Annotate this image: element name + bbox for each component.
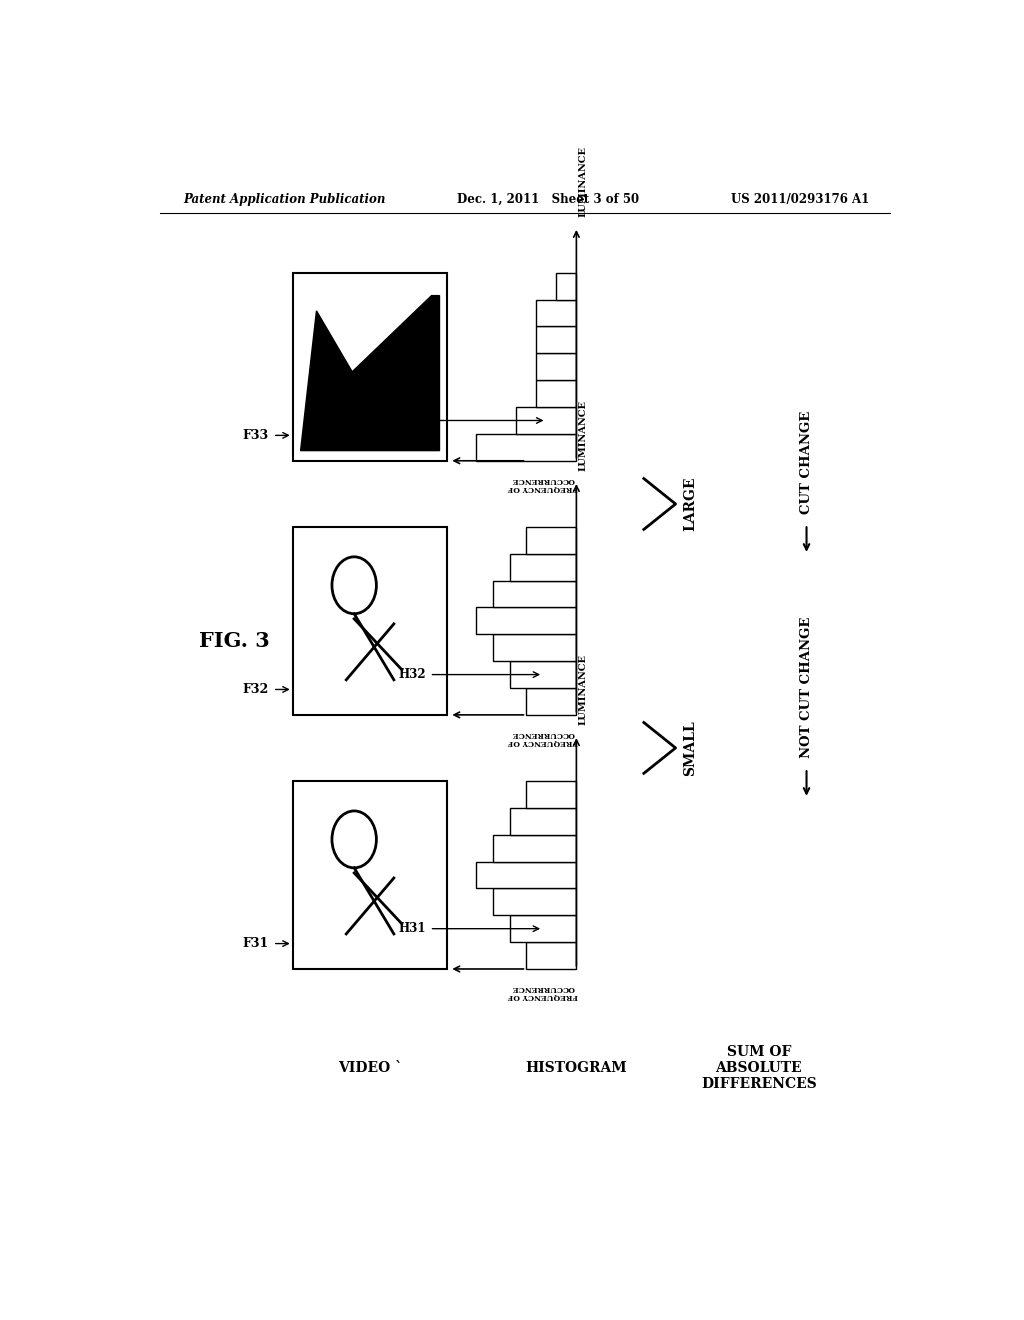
Bar <box>476 862 577 888</box>
Text: F33: F33 <box>243 429 269 442</box>
Bar <box>476 607 577 635</box>
Bar <box>510 553 577 581</box>
Text: LARGE: LARGE <box>684 477 697 531</box>
Text: H33: H33 <box>398 414 426 426</box>
Bar <box>526 781 577 808</box>
Text: FREQUENCY OF
OCCURRENCE: FREQUENCY OF OCCURRENCE <box>508 730 579 747</box>
Bar <box>510 661 577 688</box>
Text: LUMINANCE: LUMINANCE <box>579 145 587 216</box>
Text: H31: H31 <box>398 923 426 935</box>
Text: NOT CUT CHANGE: NOT CUT CHANGE <box>800 616 813 758</box>
Bar <box>556 273 577 300</box>
Polygon shape <box>301 296 439 450</box>
Text: US 2011/0293176 A1: US 2011/0293176 A1 <box>731 193 869 206</box>
Bar <box>537 326 577 354</box>
Bar <box>476 434 577 461</box>
Bar <box>526 942 577 969</box>
Text: Patent Application Publication: Patent Application Publication <box>183 193 386 206</box>
Bar <box>493 581 577 607</box>
Bar <box>537 354 577 380</box>
Text: SUM OF
ABSOLUTE
DIFFERENCES: SUM OF ABSOLUTE DIFFERENCES <box>701 1045 817 1092</box>
Bar <box>510 808 577 834</box>
Text: VIDEO `: VIDEO ` <box>338 1061 402 1074</box>
Bar <box>293 273 447 461</box>
Bar <box>493 635 577 661</box>
Bar <box>526 688 577 715</box>
Text: FIG. 3: FIG. 3 <box>200 631 270 651</box>
Text: Dec. 1, 2011   Sheet 3 of 50: Dec. 1, 2011 Sheet 3 of 50 <box>458 193 639 206</box>
Bar <box>516 407 577 434</box>
Text: H32: H32 <box>398 668 426 681</box>
Bar <box>537 380 577 407</box>
Bar <box>537 300 577 326</box>
Text: SMALL: SMALL <box>684 721 697 776</box>
Text: HISTOGRAM: HISTOGRAM <box>525 1061 627 1074</box>
Text: FREQUENCY OF
OCCURRENCE: FREQUENCY OF OCCURRENCE <box>508 477 579 494</box>
Text: CUT CHANGE: CUT CHANGE <box>800 411 813 515</box>
Bar <box>493 834 577 862</box>
Text: F32: F32 <box>243 682 269 696</box>
Bar <box>510 915 577 942</box>
Text: LUMINANCE: LUMINANCE <box>579 400 587 471</box>
Bar <box>293 781 447 969</box>
Bar <box>493 888 577 915</box>
Bar <box>526 527 577 553</box>
Text: F31: F31 <box>243 937 269 950</box>
Text: FREQUENCY OF
OCCURRENCE: FREQUENCY OF OCCURRENCE <box>508 985 579 1002</box>
Text: LUMINANCE: LUMINANCE <box>579 653 587 725</box>
Bar <box>293 527 447 715</box>
